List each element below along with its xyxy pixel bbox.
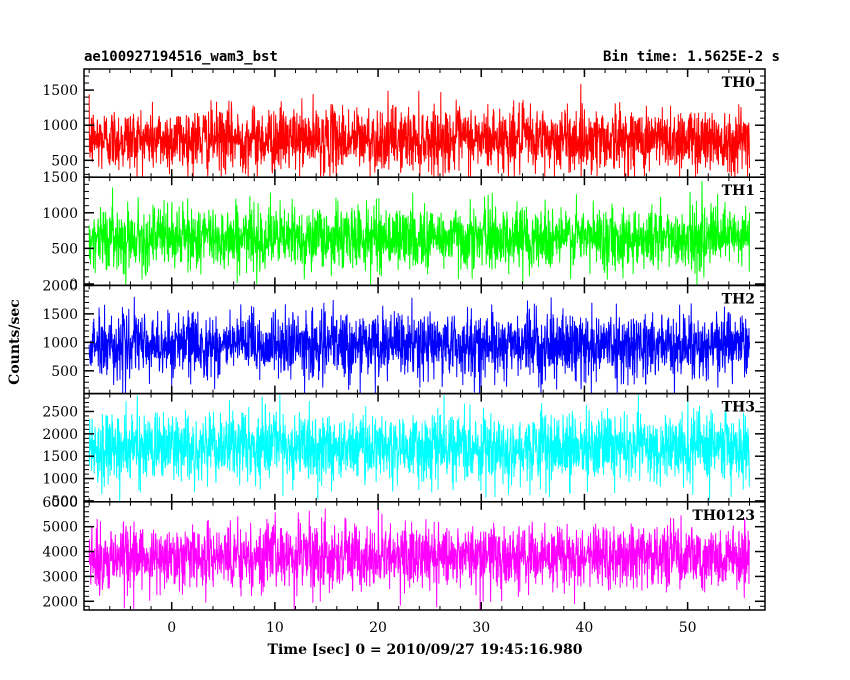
- panel-label: TH0: [722, 75, 756, 91]
- x-tick-label: 20: [369, 620, 387, 636]
- y-tick-label: 5000: [42, 520, 78, 536]
- y-tick-label: 2000: [42, 594, 78, 610]
- x-tick-label: 50: [679, 620, 697, 636]
- panel-th0123: 2000 3000 4000 5000 6000 TH0123: [42, 495, 766, 611]
- series-th2: [88, 296, 751, 394]
- series-th1: [88, 180, 751, 285]
- panel-th2: 500 1000 1500 2000 TH2: [42, 278, 766, 395]
- y-tick-label: 500: [51, 364, 78, 380]
- panel-label: TH3: [722, 400, 755, 416]
- y-tick-label: 500: [51, 241, 78, 257]
- panel-label: TH0123: [692, 508, 755, 524]
- series-th3: [88, 394, 751, 502]
- y-tick-label: 3000: [42, 569, 78, 585]
- panel-th1: 0 500 1000 1500 TH1: [42, 170, 766, 293]
- chart-title-right: Bin time: 1.5625E-2 s: [603, 49, 780, 65]
- panel-label: TH1: [722, 183, 755, 199]
- x-tick-label: 10: [266, 620, 284, 636]
- y-tick-label: 1500: [42, 170, 78, 186]
- series-th0123: [88, 508, 751, 610]
- y-tick-label: 1500: [42, 449, 78, 465]
- panel-label: TH2: [722, 291, 755, 307]
- y-tick-label: 1000: [42, 472, 78, 488]
- panel-th3: 500 1000 1500 2000 2500 TH3: [42, 392, 766, 510]
- series-th0: [88, 83, 751, 177]
- y-tick-label: 0: [69, 277, 78, 293]
- y-tick-label: 2000: [42, 278, 78, 294]
- y-tick-label: 1000: [42, 335, 78, 351]
- panels-group: 500 1000 1500 TH0 0 500 1000 1500 TH1 500 1000 1500…: [42, 68, 766, 611]
- y-tick-label: 500: [51, 494, 78, 510]
- y-tick-label: 2500: [42, 404, 78, 420]
- x-axis: 0 10 20 30 40 50: [167, 620, 696, 636]
- panel-frame: [83, 501, 766, 611]
- y-tick-label: 1500: [42, 83, 78, 99]
- x-tick-label: 30: [472, 620, 490, 636]
- y-tick-label: 1500: [42, 307, 78, 323]
- panel-th0: 500 1000 1500 TH0: [42, 68, 766, 178]
- y-tick-label: 1000: [42, 118, 78, 134]
- y-tick-label: 6000: [42, 495, 78, 511]
- chart-title-left: ae100927194516_wam3_bst: [84, 49, 278, 65]
- x-tick-label: 40: [576, 620, 594, 636]
- y-tick-label: 2000: [42, 427, 78, 443]
- y-axis-label: Counts/sec: [7, 299, 23, 385]
- x-tick-label: 0: [167, 620, 176, 636]
- x-axis-label: Time [sec] 0 = 2010/09/27 19:45:16.980: [268, 642, 583, 658]
- y-tick-label: 1000: [42, 206, 78, 222]
- y-tick-label: 4000: [42, 545, 78, 561]
- y-tick-label: 500: [51, 153, 78, 169]
